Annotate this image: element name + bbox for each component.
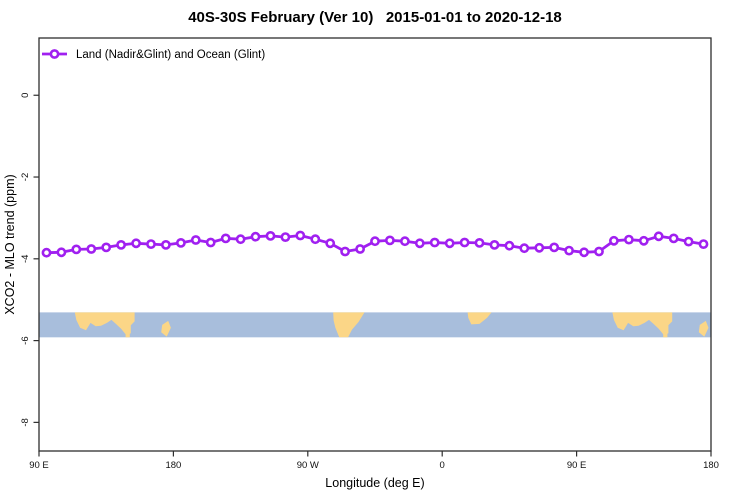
data-point-marker [56,247,67,258]
data-point-marker [235,234,246,245]
chart-title: 40S-30S February (Ver 10) 2015-01-01 to … [188,9,562,26]
data-point-marker [41,247,52,258]
data-point-marker [265,230,276,241]
legend-open-circle-icon [49,49,60,59]
data-point-marker [101,242,112,253]
plot-frame [38,37,712,452]
x-tick-label: 90 E [29,460,49,471]
data-point-marker [116,239,126,250]
y-tick-label: -4 [20,255,31,263]
data-point-marker [250,231,261,242]
data-point-marker [579,247,589,258]
data-point-marker [444,238,455,249]
map-land-australia-east [612,312,673,336]
data-point-marker [594,246,604,257]
x-tick-label: 180 [703,460,719,471]
map-land-australia-west [74,312,135,336]
data-point-marker [504,240,515,251]
data-point-marker [370,236,380,247]
data-point-marker [131,238,141,249]
data-point-marker [220,233,231,244]
map-land-south-africa [467,312,492,325]
y-tick-label: -6 [20,336,31,344]
map-band-layer [39,312,711,338]
data-point-marker [146,239,156,249]
map-land-tasmania-east [663,332,668,338]
map-band-ocean [39,312,711,338]
x-tick-label: 90 W [297,460,319,471]
data-point-marker [71,244,82,255]
data-point-marker [340,246,350,257]
data-point-marker [489,239,500,250]
data-point-marker [205,237,216,248]
data-point-marker [355,244,365,254]
y-tick-label: -8 [20,418,31,426]
data-point-marker [86,244,97,254]
data-point-marker [653,231,664,242]
data-series-layer [41,230,709,258]
map-land-new-zealand-east [698,320,709,337]
data-point-marker [325,238,336,249]
x-axis-title: Longitude (deg E) [325,476,424,490]
data-point-marker [609,235,619,246]
data-point-marker [414,238,425,249]
data-point-marker [564,245,574,256]
x-tick-label: 0 [440,460,445,471]
data-point-marker [549,242,560,253]
y-tick-label: 0 [20,93,31,98]
y-axis-title: XCO2 - MLO trend (ppm) [3,174,17,314]
legend-label: Land (Nadir&Glint) and Ocean (Glint) [76,49,265,61]
data-point-marker [429,237,440,248]
map-land-tasmania-west [125,332,130,338]
data-point-marker [624,234,634,245]
x-tick-label: 180 [165,460,181,471]
data-point-marker [310,234,321,245]
data-point-marker [175,237,186,248]
map-land-south-america [333,312,365,338]
data-point-marker [295,230,306,241]
data-point-marker [534,242,545,253]
data-point-marker [698,239,709,249]
data-point-marker [683,236,694,247]
axes-layer: 90 E 180 90 W 0 90 E 180 0 -2 -4 -6 -8 [20,93,719,471]
legend: Land (Nadir&Glint) and Ocean (Glint) [42,49,265,61]
y-tick-label: -2 [20,173,31,181]
data-point-marker [668,233,679,244]
data-point-marker [399,236,410,247]
data-point-marker [638,235,649,246]
data-point-marker [160,239,171,250]
data-point-marker [280,232,291,242]
x-tick-label: 90 E [567,460,587,471]
data-point-marker [190,235,201,245]
data-point-marker [474,237,485,248]
data-point-marker [459,237,470,248]
data-point-marker [384,235,395,246]
map-land-new-zealand-west [161,320,171,337]
data-point-marker [519,243,530,254]
